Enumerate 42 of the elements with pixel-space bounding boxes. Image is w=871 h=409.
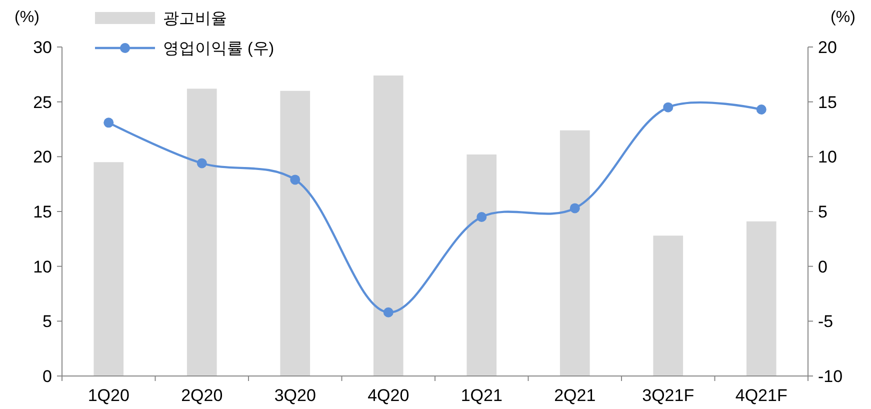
x-tick-label: 4Q20 xyxy=(368,386,410,405)
y2-tick-label: 10 xyxy=(818,148,837,167)
x-tick-label: 1Q20 xyxy=(88,386,130,405)
point xyxy=(476,212,487,222)
y2-axis-title: (%) xyxy=(830,9,856,26)
y-tick-label: 25 xyxy=(33,92,52,112)
bar xyxy=(94,162,124,376)
bar xyxy=(653,236,684,376)
y2-tick-label: 15 xyxy=(818,92,837,112)
y-tick-label: 5 xyxy=(42,312,52,332)
y-tick-label: 10 xyxy=(33,257,52,276)
y2-tick-label: 20 xyxy=(818,38,837,57)
legend-label: 광고비율 xyxy=(163,10,227,28)
point xyxy=(196,158,207,168)
y-tick-label: 15 xyxy=(33,202,52,222)
y-tick-label: 20 xyxy=(33,148,52,167)
x-tick-label: 2Q20 xyxy=(181,386,223,405)
legend-label: 영업이익률 (우) xyxy=(163,40,274,58)
y-tick-label: 30 xyxy=(33,38,52,57)
y2-tick-label: 0 xyxy=(818,257,828,276)
x-tick-label: 4Q21F xyxy=(735,386,788,405)
x-tick-label: 3Q21F xyxy=(642,386,694,405)
y2-tick-label: -10 xyxy=(818,366,843,386)
y-axis-title: (%) xyxy=(14,9,40,26)
bar xyxy=(186,88,217,376)
y-tick-label: 0 xyxy=(42,366,52,386)
x-tick-label: 3Q20 xyxy=(274,386,316,405)
x-tick-label: 2Q21 xyxy=(554,386,596,405)
point xyxy=(663,102,674,112)
bar xyxy=(280,90,310,376)
bar xyxy=(560,130,590,376)
y2-tick-label: -5 xyxy=(818,312,834,332)
bar xyxy=(373,76,404,376)
point xyxy=(756,104,766,115)
point xyxy=(290,174,300,185)
point xyxy=(383,307,394,318)
y2-tick-label: 5 xyxy=(818,202,828,222)
bar xyxy=(746,221,776,376)
point xyxy=(104,118,114,128)
point xyxy=(570,203,580,214)
x-tick-label: 1Q21 xyxy=(460,386,502,405)
bar xyxy=(466,154,497,376)
